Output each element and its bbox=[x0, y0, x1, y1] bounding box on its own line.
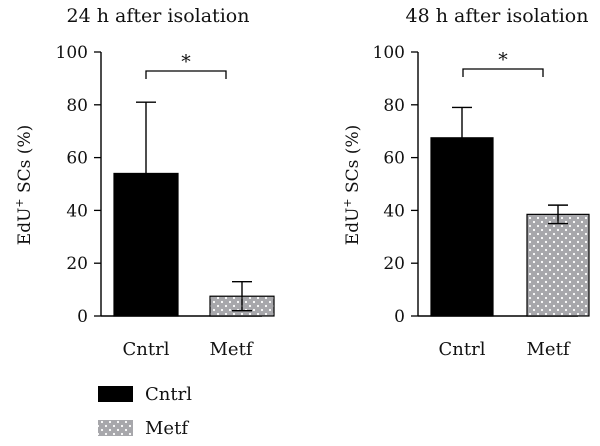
y-tick-label: 40 bbox=[383, 201, 405, 221]
y-axis-label-main: EdU bbox=[15, 208, 35, 246]
y-axis-label-rest: SCs (%) bbox=[15, 125, 35, 199]
bars bbox=[430, 137, 590, 317]
y-axis-label-rest: SCs (%) bbox=[343, 125, 363, 199]
legend-swatch-cntrl bbox=[98, 386, 133, 402]
significance-star: * bbox=[498, 49, 508, 71]
y-tick-label: 80 bbox=[383, 96, 405, 116]
bars bbox=[113, 172, 275, 317]
y-axis-label: EdU+ SCs (%) bbox=[341, 125, 363, 245]
y-tick-label: 60 bbox=[66, 149, 88, 169]
bar-cntrl bbox=[113, 172, 179, 317]
legend-swatch-metf bbox=[98, 420, 133, 436]
significance-bracket: * bbox=[145, 51, 227, 79]
chart-title: 48 h after isolation bbox=[406, 5, 589, 27]
y-axis-label-sup: + bbox=[13, 198, 26, 207]
y-tick-label: 80 bbox=[66, 96, 88, 116]
x-tick-label-metf: Metf bbox=[210, 339, 254, 360]
y-tick-label: 100 bbox=[56, 43, 88, 63]
y-ticks: 0 20 40 60 80 100 bbox=[56, 43, 101, 327]
legend-label-metf: Metf bbox=[145, 418, 189, 439]
bar-metf bbox=[526, 213, 590, 317]
panel-48h: 48 h after isolation EdU+ SCs (%) 0 20 40 6… bbox=[341, 5, 590, 360]
significance-bracket-line bbox=[462, 68, 544, 77]
x-tick-label-cntrl: Cntrl bbox=[439, 339, 486, 360]
panel-24h: 24 h after isolation EdU+ SCs (%) 0 20 40 6… bbox=[13, 5, 275, 360]
y-axis-label: EdU+ SCs (%) bbox=[13, 125, 35, 245]
chart-title: 24 h after isolation bbox=[67, 5, 250, 27]
legend-label-cntrl: Cntrl bbox=[145, 384, 192, 405]
y-tick-label: 40 bbox=[66, 201, 88, 221]
y-tick-label: 20 bbox=[66, 254, 88, 274]
y-tick-label: 60 bbox=[383, 149, 405, 169]
y-tick-label: 20 bbox=[383, 254, 405, 274]
y-tick-label: 0 bbox=[394, 307, 405, 327]
significance-bracket-line bbox=[145, 70, 227, 79]
legend: Cntrl Metf bbox=[98, 384, 192, 439]
x-tick-label-metf: Metf bbox=[527, 339, 571, 360]
significance-bracket: * bbox=[462, 49, 544, 77]
y-ticks: 0 20 40 60 80 100 bbox=[373, 43, 418, 327]
y-tick-label: 0 bbox=[77, 307, 88, 327]
y-axis-label-main: EdU bbox=[343, 208, 363, 246]
y-tick-label: 100 bbox=[373, 43, 405, 63]
y-axis-label-sup: + bbox=[341, 198, 354, 207]
bar-cntrl bbox=[430, 137, 494, 317]
significance-star: * bbox=[181, 51, 191, 73]
x-tick-label-cntrl: Cntrl bbox=[123, 339, 170, 360]
